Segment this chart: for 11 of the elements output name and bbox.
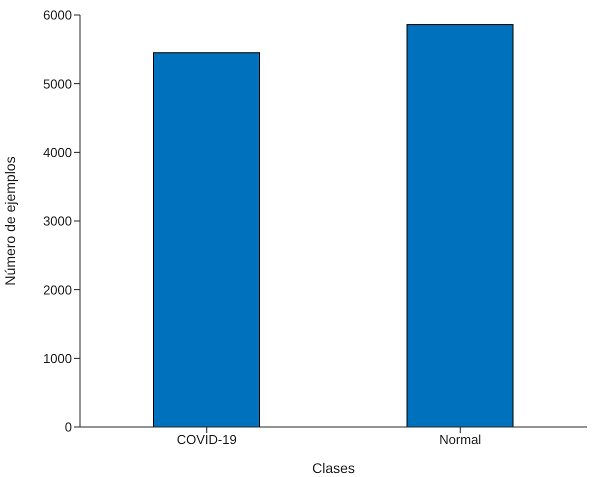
x-tick-label: Normal [439, 432, 482, 448]
y-tick-label: 4000 [43, 144, 72, 160]
y-tick-label: 0 [64, 420, 72, 435]
x-axis-title: Clases [312, 460, 355, 476]
y-tick-label: 2000 [43, 282, 72, 298]
y-axis-title: Número de ejemplos [2, 156, 18, 286]
x-tick-label: COVID-19 [176, 432, 237, 448]
y-tick-label: 3000 [43, 214, 72, 229]
y-tick-label: 6000 [43, 8, 72, 23]
y-tick-label: 1000 [43, 350, 72, 366]
y-tick-label: 5000 [43, 76, 72, 92]
